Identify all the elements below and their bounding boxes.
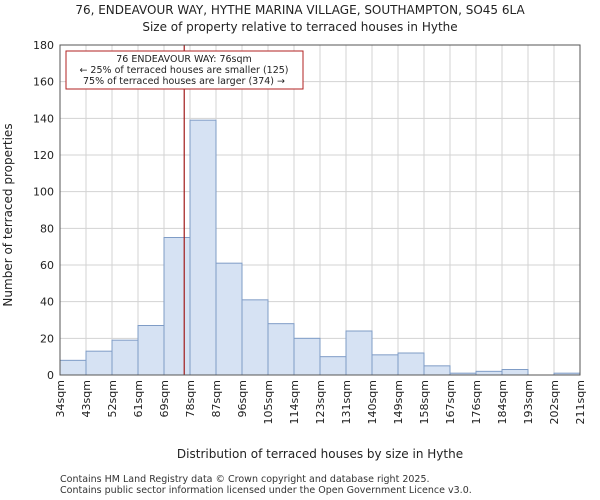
y-tick-label: 60	[40, 259, 54, 272]
x-tick-label: 114sqm	[288, 380, 301, 424]
histogram-bar	[319, 356, 347, 376]
y-tick-labels: 0 20 40 60 80 100 120 140 160 180	[33, 39, 54, 382]
x-tick-label: 105sqm	[262, 380, 275, 424]
bars-group	[59, 119, 581, 376]
x-tick-label: 149sqm	[392, 380, 405, 424]
histogram-bar	[85, 350, 113, 376]
x-tick-label: 167sqm	[444, 380, 457, 424]
x-tick-label: 96sqm	[236, 380, 249, 417]
annotation-line-2: ← 25% of terraced houses are smaller (12…	[79, 65, 288, 76]
histogram-bar	[241, 299, 269, 376]
x-tick-label: 69sqm	[158, 380, 171, 417]
x-tick-label: 158sqm	[418, 380, 431, 424]
histogram-bar	[293, 337, 321, 376]
x-tick-label: 123sqm	[314, 380, 327, 424]
footer-line-2: Contains public sector information licen…	[60, 485, 472, 496]
histogram-bar	[267, 323, 295, 376]
x-tick-label: 61sqm	[132, 380, 145, 417]
y-tick-label: 100	[33, 186, 54, 199]
histogram-bar	[475, 370, 503, 376]
histogram-bar	[59, 359, 87, 376]
annotation-box: 76 ENDEAVOUR WAY: 76sqm ← 25% of terrace…	[65, 50, 304, 90]
histogram-bar	[501, 369, 529, 376]
x-tick-label: 140sqm	[366, 380, 379, 424]
x-tick-label: 78sqm	[184, 380, 197, 417]
y-tick-label: 120	[33, 149, 54, 162]
annotation-line-3: 75% of terraced houses are larger (374) …	[83, 76, 285, 87]
histogram-bar	[111, 339, 139, 376]
histogram-bar	[163, 237, 191, 376]
chart-subtitle: Size of property relative to terraced ho…	[142, 20, 457, 34]
x-tick-label: 211sqm	[574, 380, 587, 424]
x-tick-labels: 34sqm 43sqm 52sqm 61sqm 69sqm 78sqm 87sqm 96sqm…	[54, 380, 587, 424]
annotation-line-1: 76 ENDEAVOUR WAY: 76sqm	[116, 54, 252, 65]
grid-lines	[59, 44, 581, 376]
y-tick-label: 20	[40, 332, 54, 345]
annotation-frame	[65, 50, 304, 90]
y-tick-label: 0	[47, 369, 54, 382]
chart-title: 76, ENDEAVOUR WAY, HYTHE MARINA VILLAGE,…	[75, 3, 525, 17]
histogram-bar	[137, 325, 165, 376]
x-axis-label: Distribution of terraced houses by size …	[177, 447, 463, 461]
histogram-bar	[345, 330, 373, 376]
x-tick-label: 131sqm	[340, 380, 353, 424]
histogram-bar	[215, 262, 243, 376]
x-tick-label: 184sqm	[496, 380, 509, 424]
y-axis-label: Number of terraced properties	[1, 123, 15, 306]
plot-frame	[59, 44, 581, 376]
footer-line-1: Contains HM Land Registry data © Crown c…	[60, 474, 430, 485]
x-tick-label: 43sqm	[80, 380, 93, 417]
x-tick-label: 52sqm	[106, 380, 119, 417]
x-tick-label: 202sqm	[548, 380, 561, 424]
y-tick-label: 140	[33, 112, 54, 125]
y-tick-label: 40	[40, 296, 54, 309]
y-tick-label: 180	[33, 39, 54, 52]
histogram-bar	[371, 354, 399, 376]
histogram-bar	[189, 119, 217, 376]
y-tick-label: 160	[33, 76, 54, 89]
histogram-bar	[423, 365, 451, 376]
x-tick-label: 87sqm	[210, 380, 223, 417]
x-tick-label: 34sqm	[54, 380, 67, 417]
histogram-bar	[397, 352, 425, 376]
x-tick-label: 193sqm	[522, 380, 535, 424]
y-tick-label: 80	[40, 222, 54, 235]
x-tick-label: 176sqm	[470, 380, 483, 424]
